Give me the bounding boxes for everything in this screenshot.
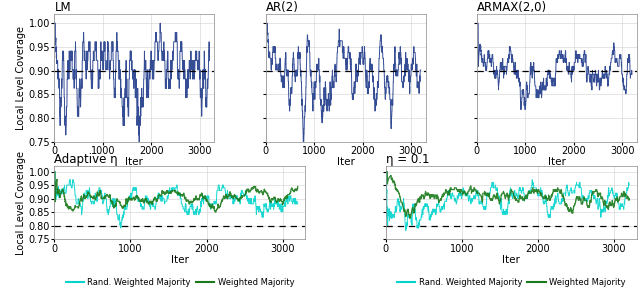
Weighted Majority	[536, 193, 544, 197]
Weighted Majority	[242, 190, 250, 194]
Weighted Majority	[623, 193, 630, 197]
Weighted Majority	[51, 170, 58, 174]
Weighted Majority	[294, 185, 301, 188]
Line: Rand. Weighted Majority: Rand. Weighted Majority	[54, 172, 298, 228]
Rand. Weighted Majority	[257, 210, 264, 214]
Rand. Weighted Majority	[291, 199, 299, 203]
Text: η = 0.1: η = 0.1	[386, 153, 429, 166]
Rand. Weighted Majority	[117, 226, 125, 230]
Weighted Majority	[227, 193, 234, 196]
Weighted Majority	[573, 195, 581, 199]
Weighted Majority	[432, 193, 440, 197]
Weighted Majority	[100, 196, 108, 199]
Weighted Majority	[382, 170, 390, 174]
Legend: Rand. Weighted Majority, Weighted Majority: Rand. Weighted Majority, Weighted Majori…	[62, 274, 298, 290]
Weighted Majority	[257, 190, 264, 194]
Weighted Majority	[588, 193, 596, 197]
Rand. Weighted Majority	[205, 202, 213, 206]
X-axis label: Iter: Iter	[171, 255, 189, 265]
X-axis label: Iter: Iter	[502, 255, 520, 265]
Weighted Majority	[406, 217, 413, 220]
Rand. Weighted Majority	[536, 191, 544, 195]
Text: LM: LM	[54, 1, 71, 14]
Weighted Majority	[205, 202, 213, 206]
Rand. Weighted Majority	[100, 194, 108, 198]
Rand. Weighted Majority	[558, 197, 566, 200]
Rand. Weighted Majority	[227, 194, 234, 198]
Y-axis label: Local Level Coverage: Local Level Coverage	[16, 26, 26, 130]
Rand. Weighted Majority	[432, 207, 440, 211]
Rand. Weighted Majority	[51, 170, 58, 174]
Y-axis label: Local Level Coverage: Local Level Coverage	[16, 151, 26, 255]
Text: AR(2): AR(2)	[266, 1, 298, 14]
Legend: Rand. Weighted Majority, Weighted Majority: Rand. Weighted Majority, Weighted Majori…	[394, 274, 629, 290]
Rand. Weighted Majority	[382, 170, 390, 174]
Rand. Weighted Majority	[402, 229, 410, 232]
Weighted Majority	[625, 197, 633, 200]
Rand. Weighted Majority	[573, 183, 581, 187]
Line: Rand. Weighted Majority: Rand. Weighted Majority	[386, 172, 629, 231]
Line: Weighted Majority: Weighted Majority	[386, 172, 629, 218]
Weighted Majority	[211, 210, 219, 214]
Rand. Weighted Majority	[242, 191, 250, 195]
Line: Weighted Majority: Weighted Majority	[54, 172, 298, 212]
Rand. Weighted Majority	[588, 191, 596, 195]
Weighted Majority	[291, 187, 299, 191]
Rand. Weighted Majority	[294, 202, 301, 206]
Weighted Majority	[558, 191, 566, 195]
X-axis label: Iter: Iter	[337, 157, 355, 167]
X-axis label: Iter: Iter	[125, 157, 143, 167]
Rand. Weighted Majority	[623, 191, 630, 195]
Text: ARMAX(2,0): ARMAX(2,0)	[477, 1, 547, 14]
Text: Adaptive η: Adaptive η	[54, 153, 118, 166]
Rand. Weighted Majority	[625, 183, 633, 187]
X-axis label: Iter: Iter	[548, 157, 566, 167]
